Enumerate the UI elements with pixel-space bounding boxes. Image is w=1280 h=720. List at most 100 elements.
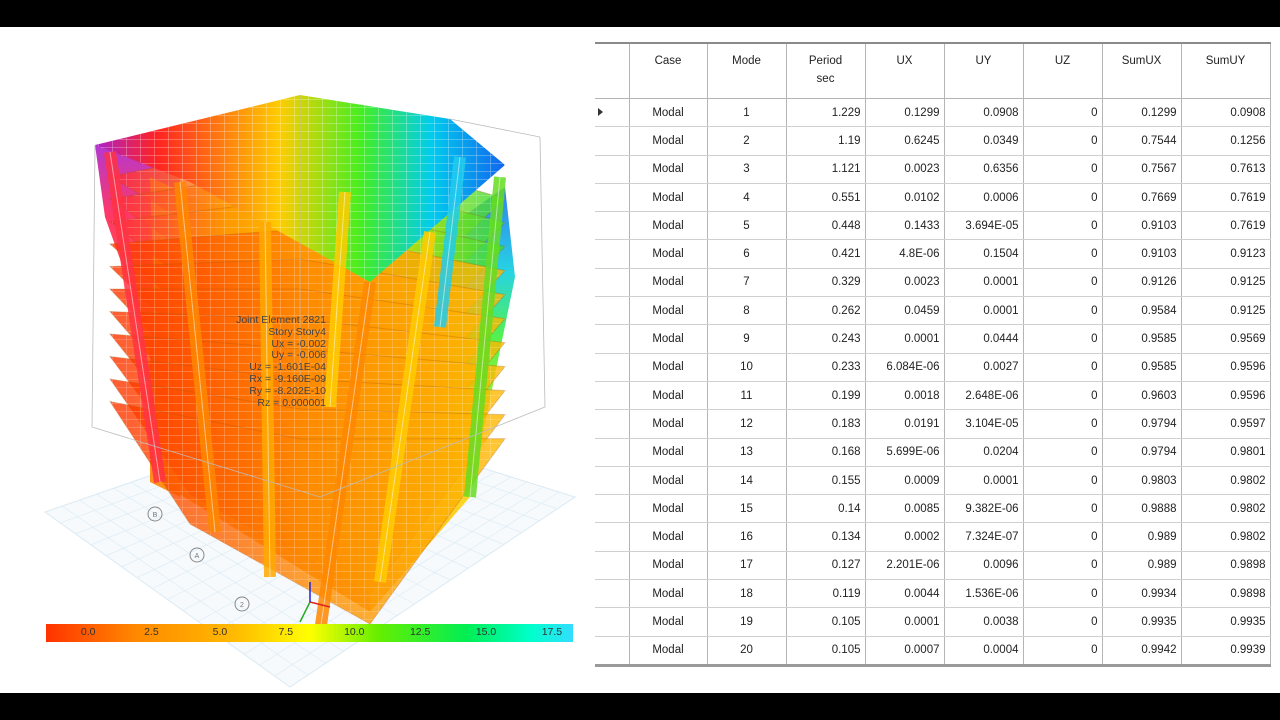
table-cell[interactable]: Modal <box>629 353 708 382</box>
row-selector[interactable] <box>595 466 630 496</box>
column-header[interactable]: SumUX <box>1102 43 1182 99</box>
table-cell[interactable]: 0.9596 <box>1181 381 1271 411</box>
table-cell[interactable]: 0.1299 <box>1102 98 1182 128</box>
table-cell[interactable]: 0.1256 <box>1181 126 1271 156</box>
table-cell[interactable]: 0.0001 <box>944 268 1024 298</box>
table-cell[interactable]: 0 <box>1023 211 1103 241</box>
table-cell[interactable]: 0.0023 <box>865 155 945 184</box>
table-cell[interactable]: Modal <box>629 268 708 298</box>
table-cell[interactable]: 0 <box>1023 239 1103 269</box>
table-cell[interactable]: 0.119 <box>786 579 866 609</box>
table-cell[interactable]: 0.183 <box>786 409 866 439</box>
table-cell[interactable]: 14 <box>707 466 787 496</box>
table-cell[interactable]: 0.0001 <box>944 466 1024 496</box>
row-selector[interactable] <box>595 579 630 609</box>
table-cell[interactable]: Modal <box>629 409 708 439</box>
table-cell[interactable]: 15 <box>707 494 787 524</box>
table-cell[interactable]: 0.9603 <box>1102 381 1182 411</box>
table-cell[interactable]: 0.9942 <box>1102 636 1182 667</box>
table-cell[interactable]: 0.9126 <box>1102 268 1182 298</box>
table-row[interactable]: Modal 14 0.155 0.0009 0.0001 0 0.9803 0.9802 <box>595 466 1271 496</box>
row-selector[interactable] <box>595 438 630 467</box>
table-cell[interactable]: 0.9934 <box>1102 579 1182 609</box>
table-cell[interactable]: 0.0908 <box>944 98 1024 128</box>
table-row[interactable]: Modal 1 1.229 0.1299 0.0908 0 0.1299 0.0908 <box>595 98 1271 128</box>
table-cell[interactable]: 1.19 <box>786 126 866 156</box>
table-cell[interactable]: 2.201E-06 <box>865 551 945 581</box>
table-cell[interactable]: 0.9585 <box>1102 324 1182 354</box>
table-cell[interactable]: 0.9898 <box>1181 579 1271 609</box>
table-cell[interactable]: 0.233 <box>786 353 866 382</box>
table-cell[interactable]: 0.7544 <box>1102 126 1182 156</box>
table-cell[interactable]: 0.0023 <box>865 268 945 298</box>
table-cell[interactable]: Modal <box>629 381 708 411</box>
table-cell[interactable]: 0.0044 <box>865 579 945 609</box>
table-cell[interactable]: 7 <box>707 268 787 298</box>
table-cell[interactable]: Modal <box>629 324 708 354</box>
table-cell[interactable]: 0.168 <box>786 438 866 467</box>
table-row[interactable]: Modal 9 0.243 0.0001 0.0444 0 0.9585 0.9569 <box>595 324 1271 354</box>
table-cell[interactable]: 1 <box>707 98 787 128</box>
table-cell[interactable]: 0.0204 <box>944 438 1024 467</box>
row-selector[interactable] <box>595 98 630 128</box>
table-cell[interactable]: 0.9802 <box>1181 494 1271 524</box>
table-cell[interactable]: 0.7619 <box>1181 211 1271 241</box>
table-cell[interactable]: 10 <box>707 353 787 382</box>
table-cell[interactable]: 0.9939 <box>1181 636 1271 667</box>
table-cell[interactable]: 0.105 <box>786 607 866 637</box>
table-cell[interactable]: 0.6356 <box>944 155 1024 184</box>
table-row[interactable]: Modal 15 0.14 0.0085 9.382E-06 0 0.9888 0.9802 <box>595 494 1271 524</box>
table-cell[interactable]: 0.7613 <box>1181 155 1271 184</box>
table-cell[interactable]: 0 <box>1023 126 1103 156</box>
table-cell[interactable]: 0.262 <box>786 296 866 326</box>
table-cell[interactable]: 0.0908 <box>1181 98 1271 128</box>
table-cell[interactable]: 0.9584 <box>1102 296 1182 326</box>
table-cell[interactable]: 0.0027 <box>944 353 1024 382</box>
table-cell[interactable]: 1.536E-06 <box>944 579 1024 609</box>
table-cell[interactable]: 0.0102 <box>865 183 945 213</box>
table-cell[interactable]: 0.0006 <box>944 183 1024 213</box>
table-cell[interactable]: 0 <box>1023 155 1103 184</box>
table-cell[interactable]: 0.0459 <box>865 296 945 326</box>
table-cell[interactable]: 0.9888 <box>1102 494 1182 524</box>
row-selector[interactable] <box>595 353 630 382</box>
table-cell[interactable]: 0 <box>1023 522 1103 552</box>
table-cell[interactable]: 0 <box>1023 636 1103 667</box>
table-cell[interactable]: 6.084E-06 <box>865 353 945 382</box>
column-header[interactable]: UX <box>865 43 945 99</box>
table-cell[interactable]: 0.989 <box>1102 551 1182 581</box>
row-selector[interactable] <box>595 551 630 581</box>
table-cell[interactable]: 12 <box>707 409 787 439</box>
table-cell[interactable]: 7.324E-07 <box>944 522 1024 552</box>
column-header[interactable]: Case <box>629 43 708 99</box>
table-cell[interactable]: 0 <box>1023 183 1103 213</box>
table-cell[interactable]: 20 <box>707 636 787 667</box>
table-cell[interactable]: 0.9597 <box>1181 409 1271 439</box>
table-cell[interactable]: 0.9596 <box>1181 353 1271 382</box>
table-cell[interactable]: 2 <box>707 126 787 156</box>
table-cell[interactable]: 0 <box>1023 494 1103 524</box>
table-row[interactable]: Modal 11 0.199 0.0018 2.648E-06 0 0.9603 0.9596 <box>595 381 1271 411</box>
table-row[interactable]: Modal 20 0.105 0.0007 0.0004 0 0.9942 0.9939 <box>595 636 1271 667</box>
table-cell[interactable]: 0.0001 <box>944 296 1024 326</box>
table-cell[interactable]: 0 <box>1023 296 1103 326</box>
table-row[interactable]: Modal 4 0.551 0.0102 0.0006 0 0.7669 0.7619 <box>595 183 1271 213</box>
table-cell[interactable]: 0.134 <box>786 522 866 552</box>
table-row[interactable]: Modal 5 0.448 0.1433 3.694E-05 0 0.9103 0.7619 <box>595 211 1271 241</box>
table-row[interactable]: Modal 7 0.329 0.0023 0.0001 0 0.9126 0.9125 <box>595 268 1271 298</box>
table-cell[interactable]: 0.9898 <box>1181 551 1271 581</box>
column-header[interactable]: UZ <box>1023 43 1103 99</box>
table-cell[interactable]: Modal <box>629 126 708 156</box>
table-cell[interactable]: 0.0444 <box>944 324 1024 354</box>
table-cell[interactable]: 6 <box>707 239 787 269</box>
table-cell[interactable]: 0.0191 <box>865 409 945 439</box>
table-cell[interactable]: 8 <box>707 296 787 326</box>
table-cell[interactable]: 0.0009 <box>865 466 945 496</box>
table-cell[interactable]: 0.9803 <box>1102 466 1182 496</box>
row-selector[interactable] <box>595 409 630 439</box>
table-cell[interactable]: 0.9103 <box>1102 211 1182 241</box>
table-cell[interactable]: Modal <box>629 211 708 241</box>
table-row[interactable]: Modal 10 0.233 6.084E-06 0.0027 0 0.9585 0.9596 <box>595 353 1271 382</box>
table-row[interactable]: Modal 12 0.183 0.0191 3.104E-05 0 0.9794 0.9597 <box>595 409 1271 439</box>
table-cell[interactable]: 13 <box>707 438 787 467</box>
